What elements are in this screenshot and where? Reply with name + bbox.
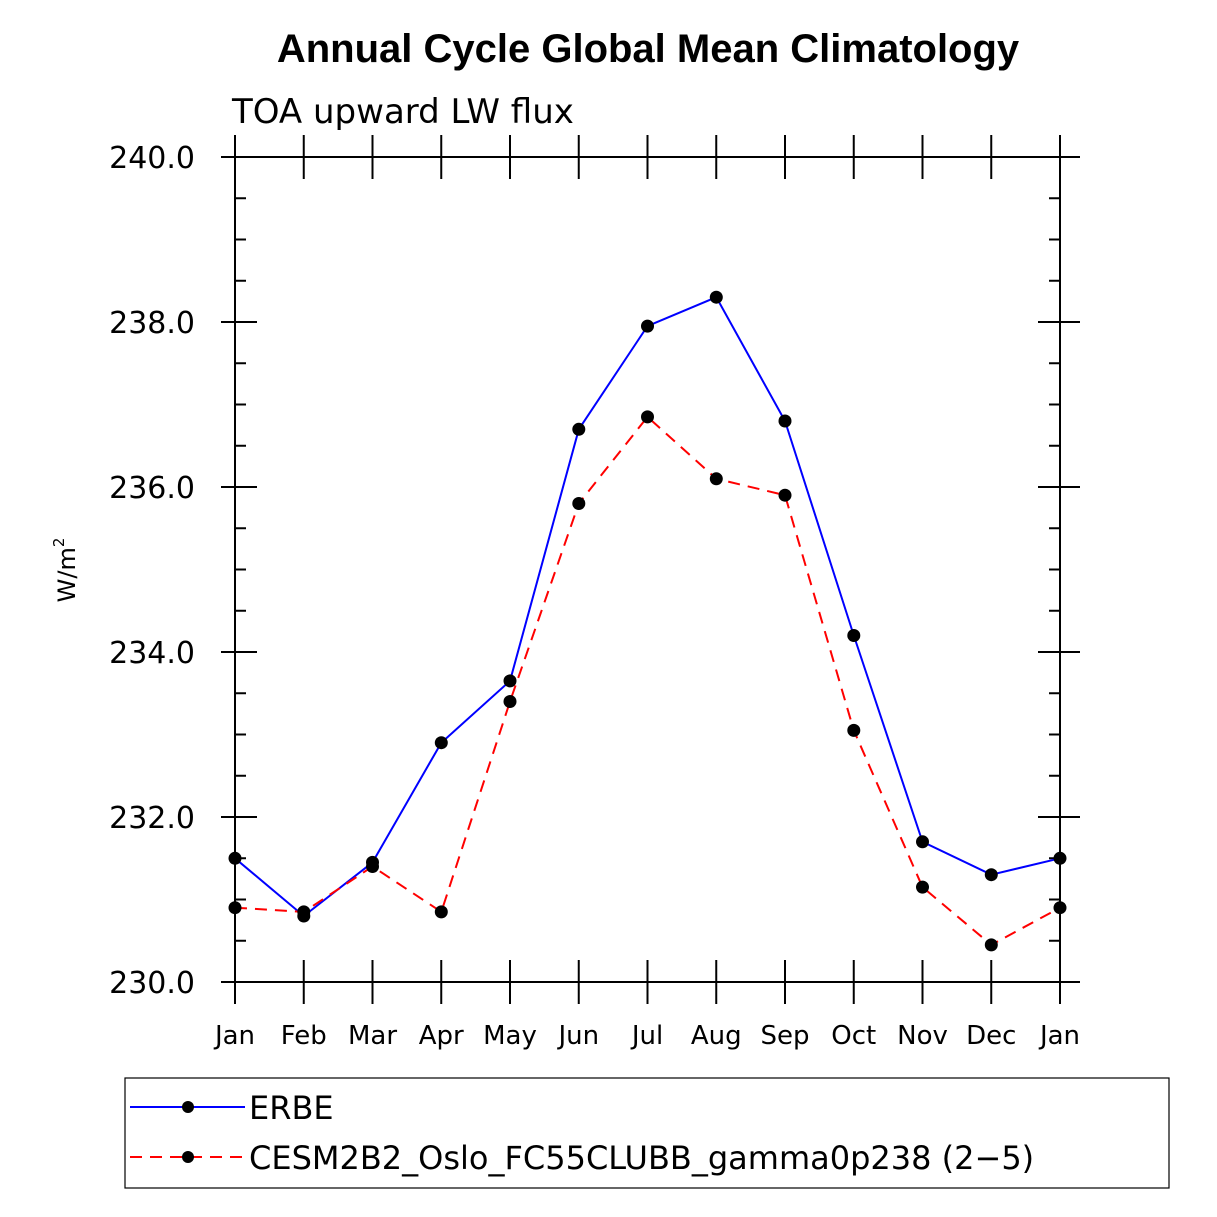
y-tick-label: 230.0 (109, 966, 195, 1001)
data-point-0 (503, 674, 517, 688)
data-point-1 (366, 860, 379, 873)
data-point-1 (641, 410, 654, 424)
series-line-0 (234, 295, 1061, 918)
x-tick-label: Jan (213, 1021, 255, 1051)
x-tick-label: Feb (281, 1021, 327, 1051)
data-point-0 (709, 290, 723, 304)
data-point-1 (847, 723, 861, 737)
data-point-0 (641, 319, 654, 333)
y-tick-label: 232.0 (109, 801, 195, 836)
legend-box (124, 1077, 1170, 1189)
data-point-0 (847, 629, 861, 642)
y-axis-label: W/m2 (50, 538, 81, 603)
x-tick-label: Dec (966, 1021, 1016, 1051)
series-line-1 (234, 415, 1061, 947)
y-tick-label: 234.0 (109, 636, 195, 671)
data-point-1 (916, 880, 929, 894)
data-point-1 (709, 472, 723, 486)
legend-label-erbe: ERBE (249, 1089, 334, 1127)
data-point-0 (984, 868, 998, 882)
y-tick-label: 240.0 (109, 141, 195, 176)
data-point-1 (503, 695, 517, 708)
data-point-0 (916, 835, 929, 849)
data-point-1 (297, 905, 311, 919)
plot-frame (234, 156, 1061, 983)
x-tick-label: Jul (630, 1021, 663, 1051)
legend-label-cesm: CESM2B2_Oslo_FC55CLUBB_gamma0p238 (2−5) (249, 1139, 1034, 1177)
chart-subtitle: TOA upward LW flux (231, 92, 574, 132)
data-point-1 (572, 497, 586, 510)
x-tick-label: Nov (897, 1021, 948, 1051)
y-tick-label: 236.0 (109, 471, 195, 506)
legend-marker-erbe (182, 1101, 194, 1113)
data-point-1 (1053, 901, 1067, 915)
x-axis: Jan Feb Mar Apr May Jun Jul Aug Sep Oct Nov Dec Jan (213, 135, 1080, 1051)
x-tick-label: Oct (831, 1021, 876, 1051)
y-axis: 230.0 232.0 234.0 236.0 238.0 240.0 (109, 141, 1080, 1001)
x-tick-label: May (483, 1021, 537, 1051)
data-point-1 (778, 488, 792, 502)
legend: ERBE CESM2B2_Oslo_FC55CLUBB_gamma0p238 (… (124, 1077, 1170, 1189)
x-tick-label: Sep (760, 1021, 809, 1051)
data-point-0 (1053, 851, 1067, 865)
x-tick-label: Aug (691, 1021, 742, 1051)
x-tick-label: Jun (556, 1021, 599, 1051)
chart-title: Annual Cycle Global Mean Climatology (277, 27, 1020, 71)
data-point-1 (984, 938, 998, 952)
x-tick-label: Mar (348, 1021, 397, 1051)
series-layer (228, 290, 1067, 952)
data-point-0 (572, 422, 586, 436)
x-tick-label: Apr (419, 1021, 464, 1051)
data-point-0 (778, 414, 792, 428)
y-tick-label: 238.0 (109, 306, 195, 341)
data-point-0 (228, 851, 242, 865)
data-point-1 (434, 905, 448, 919)
data-point-1 (228, 901, 242, 915)
legend-marker-cesm (182, 1151, 194, 1163)
data-point-0 (434, 736, 448, 750)
x-tick-label: Jan (1038, 1021, 1080, 1051)
